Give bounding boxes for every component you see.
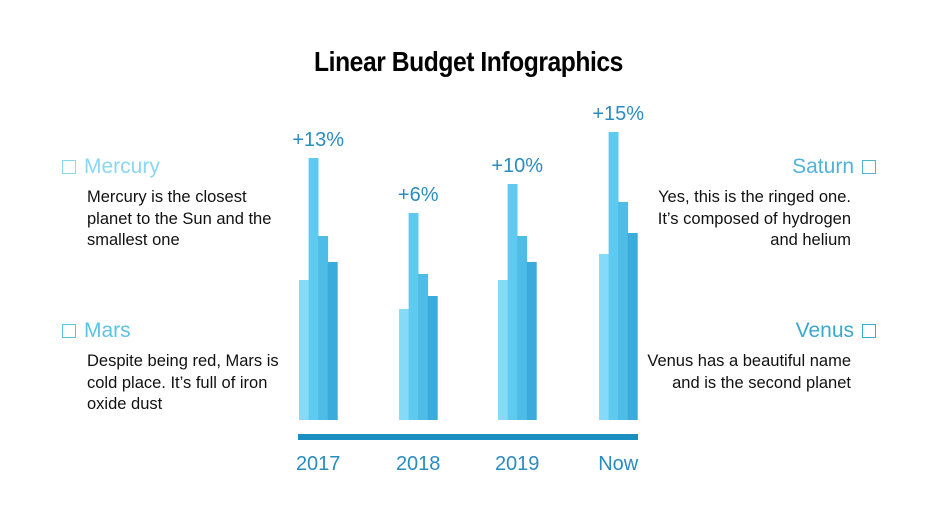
description: Venus has a beautiful name and is the se… bbox=[647, 352, 851, 392]
bar-2017-3 bbox=[318, 236, 329, 420]
heading-mercury: Mercury bbox=[62, 155, 292, 179]
bar-Now-1 bbox=[599, 254, 609, 420]
bar-2017-4 bbox=[327, 262, 338, 420]
square-icon bbox=[62, 324, 76, 338]
bar-2017-1 bbox=[299, 280, 309, 420]
x-axis-line bbox=[298, 434, 638, 440]
category-label: 2017 bbox=[296, 453, 341, 475]
description: Despite being red, Mars is cold place. I… bbox=[87, 352, 279, 413]
description: Yes, this is the ringed one. It’s compos… bbox=[657, 188, 851, 249]
heading-label: Mercury bbox=[84, 155, 160, 178]
heading-label: Mars bbox=[84, 319, 131, 342]
category-label: Now bbox=[598, 453, 639, 475]
bar-2019-4 bbox=[526, 262, 537, 420]
bar-2018-1 bbox=[399, 309, 409, 420]
square-icon bbox=[62, 160, 76, 174]
data-label: +6% bbox=[398, 184, 439, 206]
square-icon bbox=[862, 160, 876, 174]
bar-Now-3 bbox=[618, 202, 629, 420]
bar-2017-2 bbox=[308, 158, 319, 420]
category-label: 2018 bbox=[396, 453, 441, 475]
heading-venus: Venus bbox=[646, 319, 876, 343]
bar-2019-1 bbox=[498, 280, 508, 420]
info-venus: Venus Venus has a beautiful name and is … bbox=[646, 319, 876, 394]
data-label: +10% bbox=[491, 155, 543, 177]
heading-mars: Mars bbox=[62, 319, 292, 343]
description: Mercury is the closest planet to the Sun… bbox=[87, 188, 272, 249]
bar-2019-3 bbox=[517, 236, 528, 420]
data-label: +13% bbox=[292, 129, 344, 151]
heading-label: Saturn bbox=[792, 155, 854, 178]
heading-saturn: Saturn bbox=[646, 155, 876, 179]
page-title: Linear Budget Infographics bbox=[314, 46, 623, 77]
bar-2018-2 bbox=[408, 213, 419, 420]
square-icon bbox=[862, 324, 876, 338]
heading-label: Venus bbox=[795, 319, 854, 342]
bar-Now-2 bbox=[608, 132, 619, 420]
info-mercury: Mercury Mercury is the closest planet to… bbox=[62, 155, 292, 252]
bar-2018-3 bbox=[418, 274, 429, 420]
bar-2019-2 bbox=[507, 184, 518, 420]
data-label: +15% bbox=[592, 103, 644, 125]
info-saturn: Saturn Yes, this is the ringed one. It’s… bbox=[646, 155, 876, 252]
bar-Now-4 bbox=[627, 233, 638, 420]
bar-2018-4 bbox=[427, 296, 438, 420]
category-label: 2019 bbox=[495, 453, 540, 475]
info-mars: Mars Despite being red, Mars is cold pla… bbox=[62, 319, 292, 416]
